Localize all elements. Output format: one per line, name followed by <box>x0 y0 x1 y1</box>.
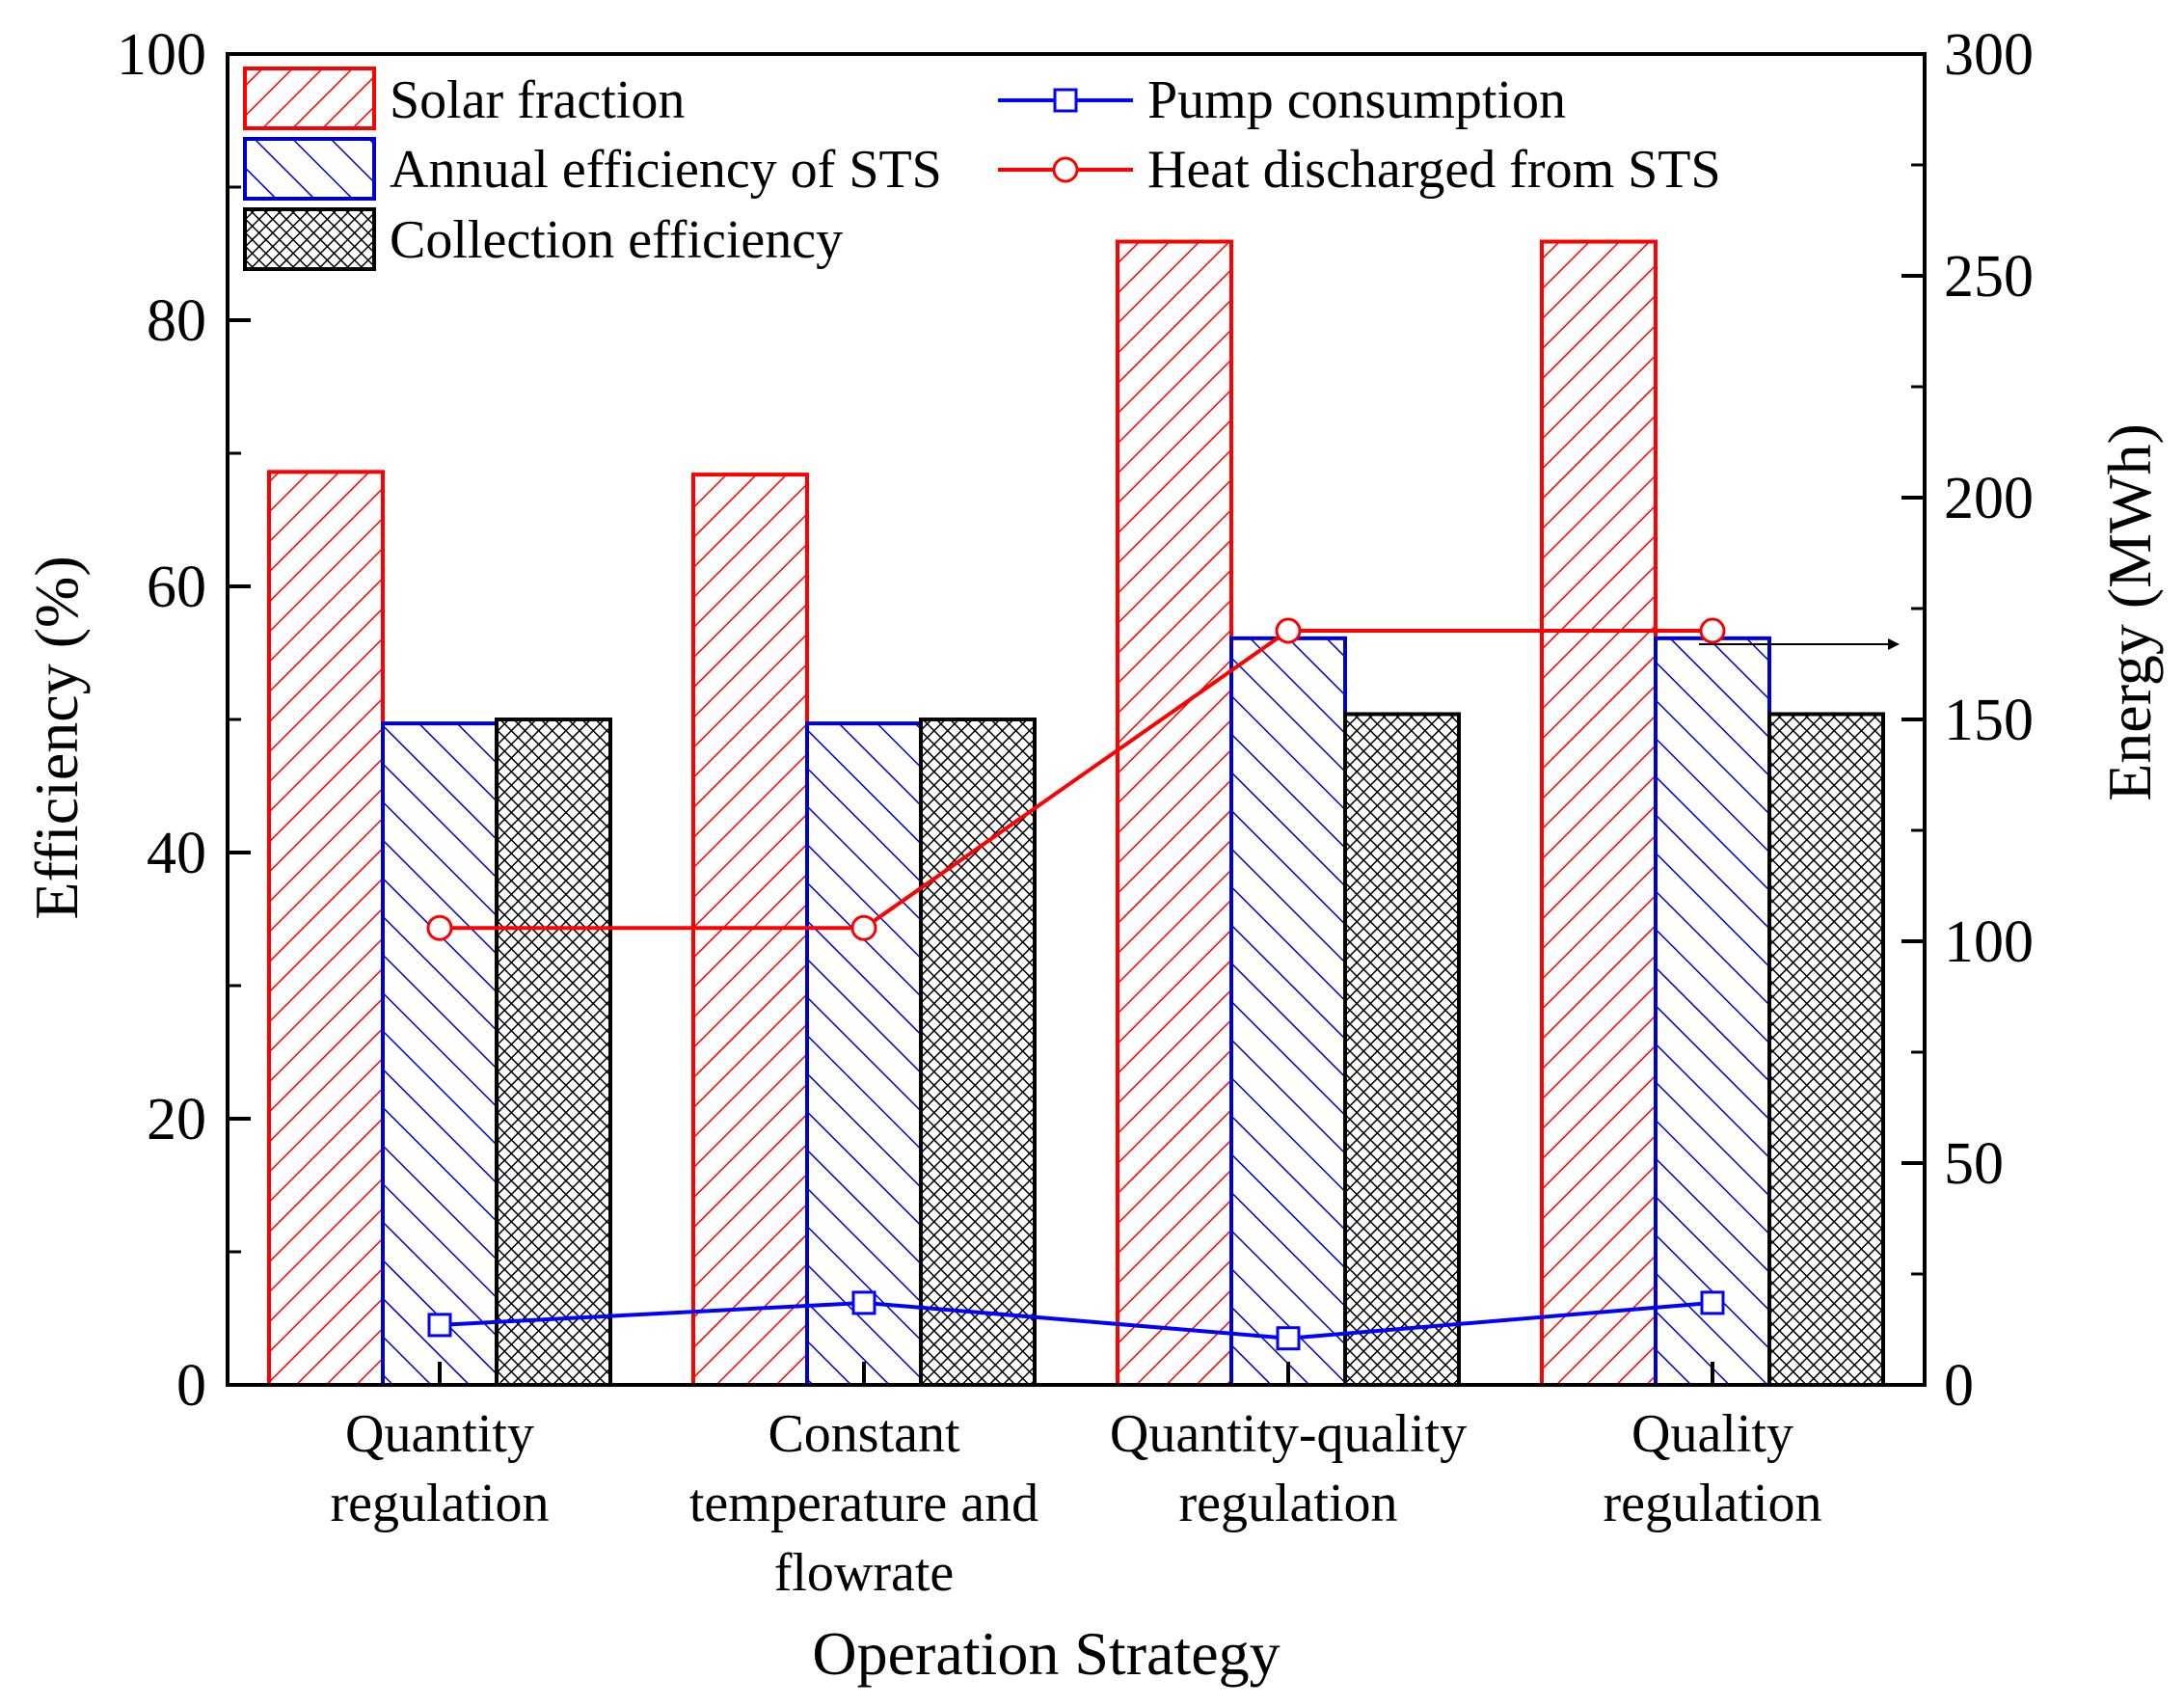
bar-collection-efficiency-1 <box>919 718 1037 1387</box>
right-tick-label: 100 <box>1944 909 2034 975</box>
point-pump-consumption-3 <box>1700 1290 1725 1315</box>
axes-layer <box>226 52 1927 1387</box>
legend-label-collection-efficiency: Collection efficiency <box>390 210 843 270</box>
category-label: Constant <box>768 1404 960 1464</box>
point-heat-discharged-from-sts-3 <box>1699 617 1726 644</box>
category-label: regulation <box>330 1474 549 1533</box>
legend-swatch-collection-efficiency <box>243 207 376 271</box>
legend-label-pump-consumption: Pump consumption <box>1147 70 1566 130</box>
legend-marker-pump-consumption <box>1053 88 1078 113</box>
bar-solar-fraction-2 <box>1116 239 1233 1388</box>
left-tick-label: 0 <box>176 1353 206 1419</box>
bars-layer <box>267 239 1885 1388</box>
legend-label-annual-efficiency: Annual efficiency of STS <box>390 140 942 200</box>
line-heat-discharged-from-sts <box>440 629 1712 931</box>
right-tick-label: 50 <box>1944 1131 2004 1197</box>
legend: Solar fraction Annual efficiency of STS … <box>243 67 1721 271</box>
bar-collection-efficiency-2 <box>1343 712 1461 1387</box>
point-pump-consumption-2 <box>1276 1326 1301 1351</box>
category-label: Quantity-quality <box>1110 1404 1467 1464</box>
left-tick-label: 20 <box>147 1087 206 1152</box>
legend-label-heat-discharged: Heat discharged from STS <box>1147 140 1721 200</box>
right-tick-label: 250 <box>1944 244 2034 310</box>
right-tick-label: 200 <box>1944 466 2034 531</box>
bar-solar-fraction-0 <box>267 470 385 1387</box>
category-label: flowrate <box>774 1543 955 1603</box>
category-label: temperature and <box>689 1474 1038 1533</box>
left-tick-label: 40 <box>147 821 206 886</box>
legend-label-solar-fraction: Solar fraction <box>390 70 685 130</box>
legend-swatch-solar-fraction <box>243 67 376 130</box>
point-heat-discharged-from-sts-0 <box>426 914 453 941</box>
right-axis-title: Energy (MWh) <box>2095 423 2164 801</box>
x-axis-title: Operation Strategy <box>812 1619 1280 1688</box>
bar-collection-efficiency-3 <box>1767 712 1885 1387</box>
point-heat-discharged-from-sts-1 <box>850 914 877 941</box>
right-tick-label: 300 <box>1944 22 2034 88</box>
left-tick-label: 80 <box>147 288 206 354</box>
lines-layer <box>426 617 1726 1351</box>
category-label: Quality <box>1631 1404 1793 1464</box>
right-tick-label: 150 <box>1944 688 2034 753</box>
category-label: regulation <box>1178 1474 1397 1533</box>
point-pump-consumption-1 <box>851 1290 876 1315</box>
left-tick-label: 100 <box>117 22 206 88</box>
line-pump-consumption <box>439 1300 1713 1341</box>
bar-annual-efficiency-of-sts-3 <box>1654 636 1771 1387</box>
bar-collection-efficiency-0 <box>495 718 612 1387</box>
point-pump-consumption-0 <box>427 1313 452 1338</box>
left-axis-title: Efficiency (%) <box>22 555 91 919</box>
bar-annual-efficiency-of-sts-2 <box>1229 636 1347 1387</box>
category-label: regulation <box>1603 1474 1821 1533</box>
bar-solar-fraction-3 <box>1540 239 1658 1388</box>
left-tick-label: 60 <box>147 555 206 620</box>
right-tick-label: 0 <box>1944 1353 1974 1419</box>
bar-annual-efficiency-of-sts-1 <box>805 721 923 1387</box>
category-label: Quantity <box>345 1404 534 1464</box>
point-heat-discharged-from-sts-2 <box>1275 617 1302 644</box>
legend-swatch-annual-efficiency <box>243 137 376 201</box>
labels-layer: 0 20 40 60 80 100 0 50 100 150 200 250 300 Quantity re… <box>117 22 2034 1603</box>
bar-annual-efficiency-of-sts-0 <box>381 721 499 1387</box>
legend-marker-heat-discharged <box>1052 156 1079 183</box>
